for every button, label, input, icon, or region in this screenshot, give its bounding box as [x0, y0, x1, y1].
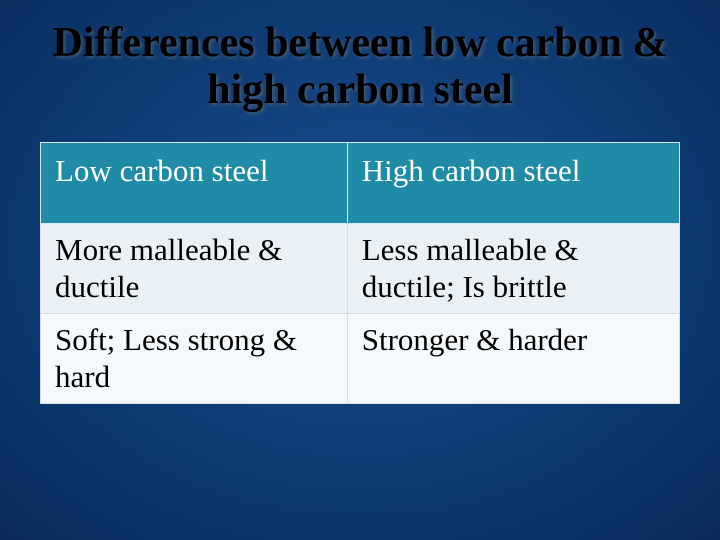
table-header-row: Low carbon steel High carbon steel	[41, 143, 680, 224]
column-header-low-carbon: Low carbon steel	[41, 143, 348, 224]
slide-title: Differences between low carbon & high ca…	[40, 20, 680, 114]
table-row: Soft; Less strong & hard Stronger & hard…	[41, 314, 680, 404]
column-header-high-carbon: High carbon steel	[347, 143, 679, 224]
cell-high-malleability: Less malleable & ductile; Is brittle	[347, 224, 679, 314]
comparison-table: Low carbon steel High carbon steel More …	[40, 142, 680, 404]
table-row: More malleable & ductile Less malleable …	[41, 224, 680, 314]
cell-high-strength: Stronger & harder	[347, 314, 679, 404]
cell-low-strength: Soft; Less strong & hard	[41, 314, 348, 404]
cell-low-malleability: More malleable & ductile	[41, 224, 348, 314]
